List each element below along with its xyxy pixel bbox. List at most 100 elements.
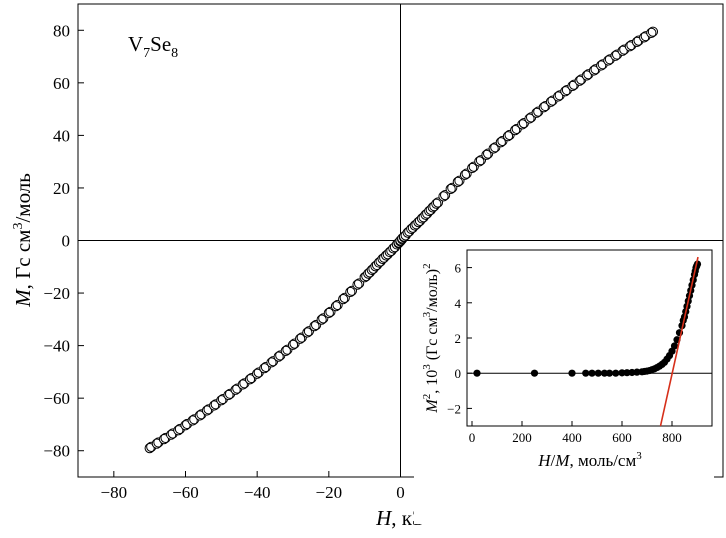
inset-data-point xyxy=(670,342,679,350)
main-y-tick-label: −20 xyxy=(43,284,70,303)
data-point xyxy=(588,65,600,76)
data-point xyxy=(481,149,492,160)
inset-background xyxy=(414,244,714,524)
inset-x-tick-label: 0 xyxy=(469,430,476,445)
data-point xyxy=(488,143,499,154)
inset-fit-line xyxy=(659,256,699,427)
data-point-return-branch xyxy=(461,168,472,179)
main-y-tick-label: 80 xyxy=(53,21,70,40)
data-point-return-branch xyxy=(303,326,315,337)
data-point-return-branch xyxy=(475,155,487,166)
inset-data-point xyxy=(588,369,596,377)
data-point xyxy=(237,379,248,390)
data-point-return-branch xyxy=(325,306,336,317)
inset-x-tick-label: 200 xyxy=(512,430,532,445)
data-point xyxy=(259,363,270,374)
data-point xyxy=(467,162,478,174)
inset-y-tick-label: 4 xyxy=(455,296,462,311)
main-x-tick-label: −80 xyxy=(101,483,128,502)
data-point xyxy=(610,50,621,61)
data-point-return-branch xyxy=(332,299,343,311)
data-point xyxy=(345,286,356,298)
data-point xyxy=(323,307,334,319)
data-point xyxy=(560,86,571,97)
data-point xyxy=(538,102,549,113)
data-point xyxy=(316,314,327,325)
inset-data-point xyxy=(582,369,590,377)
data-point xyxy=(194,410,205,421)
data-point xyxy=(330,301,342,312)
main-y-axis-label: M, Гс см3/моль xyxy=(11,173,35,308)
data-point xyxy=(209,400,220,411)
inset-data-point xyxy=(605,369,614,377)
inset-axis-ticks: 0 200 400 600 800 −2 0 2 4 6 xyxy=(447,261,682,445)
main-y-tick-label: −40 xyxy=(43,337,70,356)
inset-data-point xyxy=(568,369,576,377)
data-point xyxy=(639,32,650,43)
data-point xyxy=(352,279,363,290)
data-point xyxy=(180,420,191,431)
data-point xyxy=(230,384,241,395)
data-point xyxy=(510,125,521,136)
main-y-tick-label: 60 xyxy=(53,74,70,93)
data-point xyxy=(646,27,657,39)
data-point xyxy=(553,91,564,102)
data-point xyxy=(431,198,442,209)
data-point xyxy=(495,137,506,148)
main-y-tick-label: 40 xyxy=(53,126,70,145)
data-point xyxy=(295,333,306,344)
compound-label: V7Se8 xyxy=(128,32,178,61)
inset-x-tick-label: 400 xyxy=(562,430,582,445)
data-point xyxy=(631,36,643,47)
data-point xyxy=(216,395,227,406)
data-point xyxy=(574,75,585,86)
data-point xyxy=(273,351,284,362)
inset-data-point xyxy=(530,369,539,377)
data-point xyxy=(201,405,213,416)
data-point-return-branch xyxy=(468,161,479,172)
inset-y-tick-label: 2 xyxy=(455,331,462,346)
data-point xyxy=(452,176,463,188)
data-point xyxy=(223,389,234,401)
main-y-tick-label: −80 xyxy=(43,442,70,461)
data-point xyxy=(244,374,256,385)
data-point-return-branch xyxy=(483,148,494,159)
data-point xyxy=(309,321,320,332)
data-point xyxy=(302,327,313,338)
data-point xyxy=(252,368,263,379)
inset-x-axis-label: H/M, моль/см3 xyxy=(537,450,642,470)
data-point xyxy=(173,425,184,436)
data-point xyxy=(502,131,514,142)
data-point xyxy=(187,415,198,426)
data-point-return-branch xyxy=(647,26,659,37)
main-x-tick-label: 0 xyxy=(396,483,405,502)
data-point-return-branch xyxy=(454,175,465,186)
data-point-return-branch xyxy=(447,182,458,193)
data-point-return-branch xyxy=(339,292,350,303)
data-point xyxy=(474,156,485,167)
data-point xyxy=(445,183,456,195)
data-point-return-branch xyxy=(490,142,501,153)
data-point xyxy=(158,434,170,445)
data-point xyxy=(144,442,155,454)
data-point xyxy=(617,45,628,56)
data-point xyxy=(531,107,542,118)
data-point xyxy=(517,119,528,130)
data-point-return-branch xyxy=(346,285,358,296)
data-point-return-branch xyxy=(440,190,451,201)
data-point xyxy=(545,96,557,107)
main-x-tick-label: −20 xyxy=(316,483,343,502)
data-point xyxy=(438,191,449,202)
main-y-tick-label: −60 xyxy=(43,389,70,408)
data-point xyxy=(166,429,177,440)
inset-y-tick-label: 6 xyxy=(455,261,462,276)
inset-data-point xyxy=(594,369,602,377)
data-point xyxy=(287,339,299,350)
data-point-return-branch xyxy=(318,313,329,324)
inset-x-tick-label: 800 xyxy=(662,430,682,445)
data-point xyxy=(459,169,471,180)
data-point-return-branch xyxy=(354,278,365,289)
data-point-return-branch xyxy=(432,197,444,208)
